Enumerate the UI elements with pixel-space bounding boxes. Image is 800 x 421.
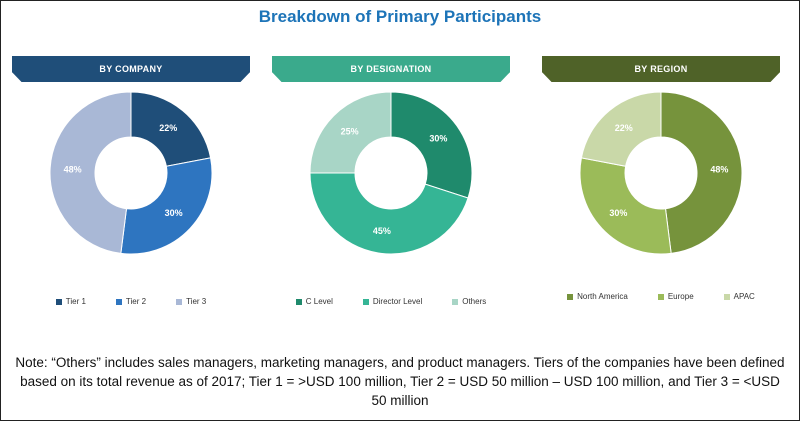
slice-label-others: 25% — [341, 127, 359, 137]
slice-others — [309, 91, 392, 174]
slice-tier-3 — [49, 91, 132, 254]
legend-label: Tier 3 — [186, 297, 207, 306]
legend-label: C Level — [305, 297, 333, 306]
legend-swatch — [657, 293, 664, 300]
slice-label-north-america: 48% — [710, 164, 728, 174]
legend-swatch — [362, 298, 369, 305]
slice-label-tier-1: 22% — [159, 123, 177, 133]
legend-label: Director Level — [372, 297, 423, 306]
chart-title: Breakdown of Primary Participants — [258, 7, 542, 26]
donut-chart-by-designation: 30% 45% 25% — [309, 91, 473, 255]
panel-by-company: BY COMPANY 22% 30% 48% Tier 1 Tier 2 Tier 3 — [12, 56, 250, 306]
slice-label-tier-2: 30% — [165, 208, 183, 218]
legend-by-region: North America Europe APAC — [542, 292, 780, 301]
legend-by-designation: C Level Director Level Others — [272, 297, 510, 306]
legend-label: Tier 1 — [65, 297, 86, 306]
slice-label-c-level: 30% — [429, 134, 447, 144]
legend-item-europe: Europe — [657, 292, 694, 301]
legend-item-others: Others — [452, 297, 486, 306]
legend-label: APAC — [733, 292, 755, 301]
legend-item-c-level: C Level — [295, 297, 333, 306]
slice-label-director-level: 45% — [373, 226, 391, 236]
slice-director-level — [309, 172, 469, 255]
slice-europe — [579, 157, 672, 255]
legend-item-north-america: North America — [567, 292, 628, 301]
legend-label: Others — [462, 297, 487, 306]
legend-swatch — [55, 298, 62, 305]
legend-label: North America — [577, 292, 628, 301]
slice-label-apac: 22% — [615, 123, 633, 133]
legend-label: Tier 2 — [125, 297, 147, 306]
slice-tier-2 — [120, 157, 213, 255]
legend-label: Europe — [667, 292, 694, 301]
panel-by-region: BY REGION 48% 30% 22% North America Europe A… — [542, 56, 780, 301]
legend-swatch — [567, 293, 574, 300]
legend-item-apac: APAC — [723, 292, 755, 301]
donut-chart-by-company: 22% 30% 48% — [49, 91, 213, 255]
legend-swatch — [176, 298, 183, 305]
legend-swatch — [295, 298, 302, 305]
legend-swatch — [723, 293, 730, 300]
slice-tier-1 — [130, 91, 212, 167]
slice-apac — [580, 91, 662, 167]
legend-item-tier-1: Tier 1 — [55, 297, 86, 306]
legend-item-tier-3: Tier 3 — [176, 297, 206, 306]
panel-header-by-company: BY COMPANY — [12, 56, 250, 82]
panel-header-by-region: BY REGION — [542, 56, 780, 82]
donut-chart-by-region: 48% 30% 22% — [579, 91, 743, 255]
legend-swatch — [115, 298, 122, 305]
panel-by-designation: BY DESIGNATION 30% 45% 25% C Level Director… — [272, 56, 510, 306]
slice-label-europe: 30% — [609, 208, 627, 218]
slice-north-america — [660, 91, 743, 254]
legend-swatch — [452, 298, 459, 305]
slice-label-tier-3: 48% — [64, 164, 82, 174]
slice-c-level — [390, 91, 473, 199]
legend-item-director-level: Director Level — [362, 297, 423, 306]
legend-item-tier-2: Tier 2 — [115, 297, 147, 306]
legend-by-company: Tier 1 Tier 2 Tier 3 — [12, 297, 250, 306]
panel-header-by-designation: BY DESIGNATION — [272, 56, 510, 82]
footnote: Note: “Others” includes sales managers, … — [15, 355, 785, 408]
